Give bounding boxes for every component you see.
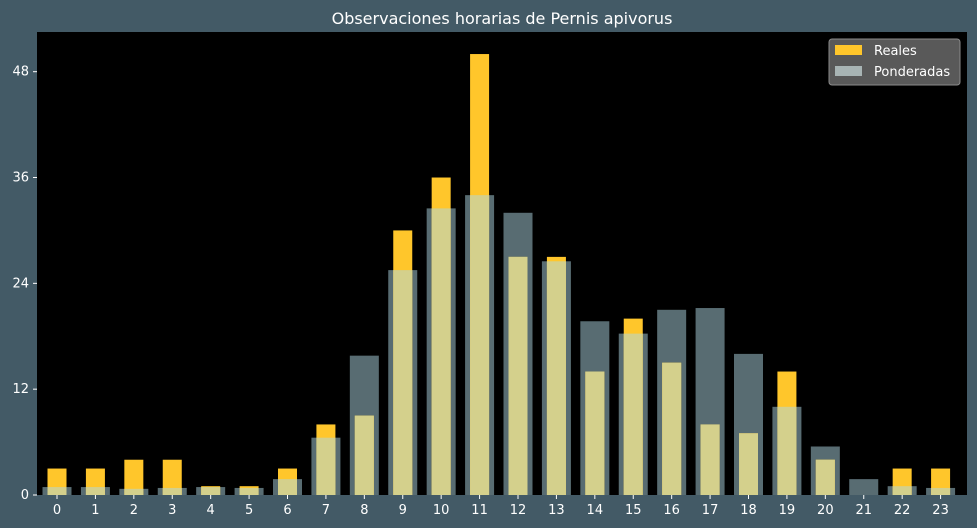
bar-overlap-5 [239, 487, 259, 495]
x-tick-label-22: 22 [894, 503, 911, 518]
bar-overlap-22 [892, 486, 912, 495]
x-tick-label-10: 10 [433, 503, 450, 518]
bar-reales-2 [124, 459, 144, 495]
legend-label-reales: Reales [874, 44, 917, 59]
bar-overlap-2 [124, 488, 144, 495]
x-tick-label-21: 21 [855, 503, 872, 518]
overlap-series [47, 195, 951, 495]
x-tick-label-5: 5 [245, 503, 253, 518]
x-tick-label-8: 8 [360, 503, 368, 518]
bar-overlap-19 [777, 406, 797, 495]
legend-label-ponderadas: Ponderadas [874, 65, 950, 80]
bar-overlap-13 [546, 261, 566, 495]
x-tick-label-11: 11 [471, 503, 488, 518]
x-tick-label-0: 0 [53, 503, 61, 518]
x-tick-label-9: 9 [399, 503, 407, 518]
bar-overlap-8 [354, 415, 374, 495]
x-tick-label-17: 17 [702, 503, 719, 518]
bar-overlap-10 [431, 208, 451, 495]
y-tick-label-0: 0 [21, 488, 29, 503]
bar-overlap-18 [739, 433, 758, 495]
x-tick-label-3: 3 [168, 503, 176, 518]
bar-reales-3 [162, 459, 182, 495]
bar-overlap-1 [85, 487, 105, 495]
bar-overlap-12 [508, 256, 528, 495]
y-tick-label-12: 12 [12, 382, 29, 397]
legend-swatch-ponderadas [835, 66, 862, 76]
bar-overlap-17 [700, 424, 720, 495]
x-tick-label-20: 20 [817, 503, 834, 518]
y-axis: 0 12 24 36 48 [12, 65, 37, 503]
y-tick-label-24: 24 [12, 276, 29, 291]
legend: Reales Ponderadas [828, 38, 961, 86]
bar-overlap-11 [470, 195, 490, 495]
x-tick-label-12: 12 [510, 503, 527, 518]
x-tick-label-15: 15 [625, 503, 642, 518]
legend-swatch-reales [835, 45, 862, 55]
bar-overlap-9 [393, 270, 413, 495]
x-tick-label-18: 18 [740, 503, 757, 518]
bar-overlap-23 [931, 487, 951, 495]
bar-overlap-4 [201, 487, 221, 495]
bar-overlap-3 [162, 487, 182, 495]
bar-overlap-20 [815, 459, 835, 495]
bar-overlap-16 [662, 362, 682, 495]
x-tick-label-16: 16 [663, 503, 680, 518]
x-tick-label-4: 4 [207, 503, 215, 518]
x-tick-label-2: 2 [130, 503, 138, 518]
x-tick-label-1: 1 [91, 503, 99, 518]
x-tick-label-13: 13 [548, 503, 565, 518]
x-tick-label-19: 19 [779, 503, 796, 518]
y-tick-label-48: 48 [12, 65, 29, 80]
chart-title: Observaciones horarias de Pernis apivoru… [332, 9, 673, 28]
x-axis: 0 1 2 3 4 5 6 7 8 9 10 11 12 13 14 15 16 17 18 19 20 21 22 23 [53, 495, 949, 518]
plot-area [37, 32, 967, 495]
bar-overlap-7 [316, 437, 336, 495]
y-tick-label-36: 36 [12, 171, 29, 186]
bar-overlap-0 [47, 487, 67, 495]
x-tick-label-14: 14 [587, 503, 604, 518]
bar-ponderadas-21 [849, 479, 879, 495]
bar-overlap-15 [623, 333, 643, 495]
bar-overlap-14 [585, 371, 605, 495]
bar-overlap-6 [278, 479, 297, 495]
x-tick-label-6: 6 [283, 503, 291, 518]
x-tick-label-7: 7 [322, 503, 330, 518]
x-tick-label-23: 23 [932, 503, 949, 518]
